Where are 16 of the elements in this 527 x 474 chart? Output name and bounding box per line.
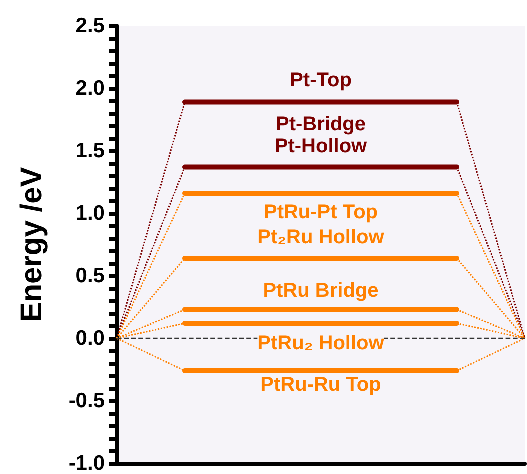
series-label: Pt-Bridge Pt-Hollow bbox=[274, 113, 368, 158]
y-tick-label: 0.0 bbox=[76, 327, 105, 350]
series-label: PtRu-Ru Top bbox=[260, 374, 382, 396]
y-tick-label: 1.0 bbox=[76, 202, 105, 225]
series-label: PtRu Bridge bbox=[263, 280, 379, 302]
series-label: PtRu-Pt Top bbox=[264, 202, 378, 224]
y-tick-label: -0.5 bbox=[68, 390, 106, 412]
y-tick-label: 0.5 bbox=[76, 264, 106, 288]
y-tick-label: -1.0 bbox=[68, 452, 105, 474]
series-label: Pt₂Ru Hollow bbox=[258, 226, 385, 248]
y-tick-label: 1.5 bbox=[76, 140, 106, 162]
series-label: Pt-Top bbox=[290, 69, 352, 92]
y-tick-label: 2.5 bbox=[76, 14, 106, 38]
y-axis-title: Energy /eV bbox=[16, 167, 48, 322]
series-label: PtRu₂ Hollow bbox=[258, 332, 385, 354]
y-tick-label: 2.0 bbox=[76, 77, 105, 100]
